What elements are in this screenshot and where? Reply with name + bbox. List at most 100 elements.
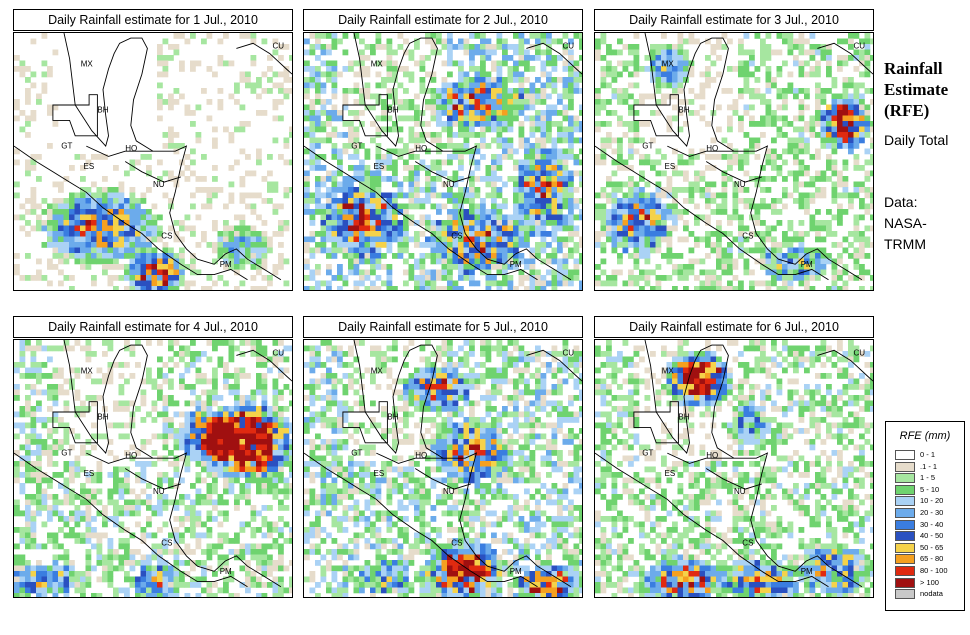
- rainfall-grid: [14, 33, 292, 290]
- legend-swatch: [895, 508, 915, 518]
- legend-swatch: [895, 484, 915, 495]
- country-label: PM: [510, 567, 522, 576]
- legend-item: 0 - 1: [895, 450, 961, 461]
- rainfall-map: MX BH GT HO ES NU CS PM CU: [13, 339, 293, 598]
- country-label: HO: [125, 451, 137, 460]
- panel-title: Daily Rainfall estimate for 6 Jul., 2010: [594, 316, 874, 338]
- rainfall-map-svg: MX BH GT HO ES NU CS PM CU: [595, 33, 873, 290]
- coastline: [86, 452, 153, 464]
- legend-item: nodata: [895, 589, 961, 600]
- legend-label: 1 - 5: [920, 473, 936, 483]
- country-label: ES: [374, 469, 385, 478]
- map-panel-6: Daily Rainfall estimate for 6 Jul., 2010…: [594, 316, 874, 598]
- map-panel-5: Daily Rainfall estimate for 5 Jul., 2010…: [303, 316, 583, 598]
- legend-swatch: [895, 589, 915, 600]
- map-panel-3: Daily Rainfall estimate for 3 Jul., 2010…: [594, 9, 874, 291]
- coastline: [817, 42, 873, 75]
- country-label: NU: [734, 180, 746, 189]
- panel-title: Daily Rainfall estimate for 3 Jul., 2010: [594, 9, 874, 31]
- country-label: CU: [273, 41, 285, 50]
- coastline: [667, 145, 734, 157]
- coastline: [376, 145, 443, 157]
- coastline: [644, 340, 863, 588]
- panel-title: Daily Rainfall estimate for 4 Jul., 2010: [13, 316, 293, 338]
- country-label: GT: [642, 142, 653, 151]
- country-label: PM: [801, 567, 813, 576]
- legend-swatch: [895, 496, 915, 507]
- coastline: [353, 33, 572, 281]
- product-title: Rainfall Estimate (RFE): [884, 59, 949, 120]
- rainfall-map-svg: MX BH GT HO ES NU CS PM CU: [304, 340, 582, 597]
- product-period: Daily Total: [884, 132, 949, 148]
- country-label: CS: [451, 539, 462, 548]
- rainfall-map: MX BH GT HO ES NU CS PM CU: [594, 339, 874, 598]
- coastline: [376, 452, 443, 464]
- map-panel-4: Daily Rainfall estimate for 4 Jul., 2010…: [13, 316, 293, 598]
- coastline: [595, 145, 829, 281]
- country-label: MX: [81, 59, 94, 68]
- coastline: [124, 468, 181, 490]
- rainfall-map-svg: MX BH GT HO ES NU CS PM CU: [14, 33, 292, 290]
- legend-item: 50 - 65: [895, 542, 961, 554]
- country-label: NU: [153, 180, 165, 189]
- legend-swatch: [895, 566, 915, 576]
- legend-label: 10 - 20: [920, 496, 944, 506]
- country-label: MX: [371, 59, 384, 68]
- country-label: HO: [706, 144, 718, 153]
- rainfall-grid: [304, 340, 582, 597]
- legend-item: 10 - 20: [895, 496, 961, 507]
- legend-item: .1 - 1: [895, 461, 961, 473]
- coastline: [414, 468, 471, 490]
- coastline: [526, 349, 582, 382]
- coastline: [705, 468, 762, 490]
- coastline: [644, 33, 863, 281]
- legend-item: 20 - 30: [895, 508, 961, 519]
- panel-title: Daily Rainfall estimate for 1 Jul., 2010: [13, 9, 293, 31]
- country-label: NU: [734, 487, 746, 496]
- coastline: [63, 33, 282, 281]
- country-label: MX: [662, 366, 675, 375]
- legend-item: 5 - 10: [895, 484, 961, 496]
- country-label: CS: [742, 539, 753, 548]
- coastline: [705, 161, 762, 183]
- legend-swatch: [895, 577, 915, 588]
- coastline: [667, 452, 734, 464]
- country-label: ES: [665, 162, 676, 171]
- country-label: PM: [801, 260, 813, 269]
- coastline: [236, 349, 292, 382]
- coastline: [595, 452, 829, 588]
- rainfall-grid: [595, 33, 873, 290]
- country-label: CU: [854, 348, 866, 357]
- border-line: [52, 401, 98, 444]
- country-label: HO: [415, 144, 427, 153]
- map-panel-1: Daily Rainfall estimate for 1 Jul., 2010…: [13, 9, 293, 291]
- legend-label: 5 - 10: [920, 484, 940, 494]
- rainfall-grid: [595, 340, 873, 597]
- country-label: MX: [662, 59, 675, 68]
- coastline: [236, 42, 292, 75]
- coastline: [817, 349, 873, 382]
- coastline: [14, 145, 248, 281]
- legend-label: 0 - 1: [920, 450, 936, 459]
- coastline: [353, 340, 572, 588]
- country-label: GT: [351, 142, 362, 151]
- country-label: MX: [81, 366, 94, 375]
- rainfall-map-svg: MX BH GT HO ES NU CS PM CU: [595, 340, 873, 597]
- border-line: [342, 94, 388, 137]
- legend-swatch: [895, 461, 915, 472]
- legend-label: 50 - 65: [920, 542, 944, 552]
- rainfall-map: MX BH GT HO ES NU CS PM CU: [303, 32, 583, 291]
- legend-item: 30 - 40: [895, 519, 961, 531]
- country-label: NU: [443, 487, 455, 496]
- country-label: NU: [443, 180, 455, 189]
- country-label: HO: [125, 144, 137, 153]
- legend-label: 30 - 40: [920, 519, 944, 529]
- country-label: HO: [706, 451, 718, 460]
- map-panel-2: Daily Rainfall estimate for 2 Jul., 2010…: [303, 9, 583, 291]
- panel-title: Daily Rainfall estimate for 5 Jul., 2010: [303, 316, 583, 338]
- country-label: CS: [742, 232, 753, 241]
- coastline: [14, 452, 248, 588]
- border-line: [633, 94, 679, 137]
- rainfall-grid: [14, 340, 292, 597]
